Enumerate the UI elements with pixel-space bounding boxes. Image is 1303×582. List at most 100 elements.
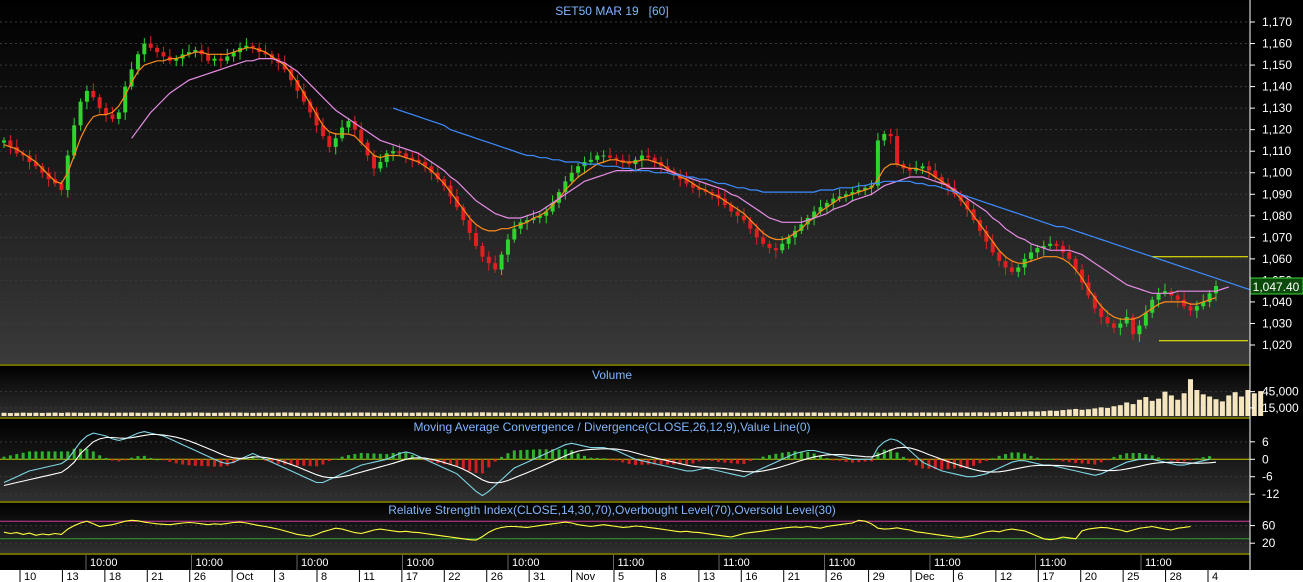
price-candle-body[interactable] — [97, 97, 102, 109]
price-candle-body[interactable] — [786, 237, 791, 244]
volume-bar[interactable] — [741, 412, 747, 416]
volume-bar[interactable] — [326, 412, 332, 416]
price-candle-body[interactable] — [33, 161, 38, 167]
price-candle-body[interactable] — [639, 155, 644, 160]
price-candle-body[interactable] — [646, 155, 651, 158]
volume-bar[interactable] — [154, 412, 160, 416]
volume-bar[interactable] — [658, 412, 664, 416]
volume-bar[interactable] — [830, 412, 836, 416]
volume-bar[interactable] — [409, 412, 415, 416]
price-candle-body[interactable] — [792, 230, 797, 238]
price-candle-body[interactable] — [289, 69, 294, 81]
price-candle-body[interactable] — [563, 181, 568, 193]
price-candle-body[interactable] — [14, 146, 19, 154]
volume-bar[interactable] — [613, 412, 619, 416]
volume-bar[interactable] — [1041, 411, 1047, 416]
volume-bar[interactable] — [90, 412, 96, 416]
price-candle-body[interactable] — [155, 47, 160, 53]
price-candle-body[interactable] — [971, 209, 976, 221]
volume-bar[interactable] — [231, 412, 237, 416]
price-candle-body[interactable] — [1054, 243, 1059, 246]
price-horizontal-lines[interactable] — [1152, 256, 1248, 342]
price-candle-body[interactable] — [684, 179, 689, 184]
volume-bar[interactable] — [939, 412, 945, 416]
volume-bar[interactable] — [735, 412, 741, 416]
volume-bar[interactable] — [14, 412, 20, 416]
price-candle-body[interactable] — [391, 151, 396, 154]
volume-bar[interactable] — [1034, 411, 1040, 416]
volume-bar[interactable] — [1207, 396, 1213, 416]
volume-bar[interactable] — [320, 412, 326, 416]
volume-bar[interactable] — [135, 412, 141, 416]
volume-bar[interactable] — [562, 412, 568, 416]
price-candle-body[interactable] — [652, 157, 657, 162]
price-candle-body[interactable] — [2, 140, 6, 143]
volume-bar[interactable] — [7, 413, 13, 416]
price-candle-body[interactable] — [295, 80, 300, 91]
price-candle-body[interactable] — [21, 153, 26, 156]
price-candle-body[interactable] — [1214, 285, 1218, 294]
price-candle-body[interactable] — [863, 187, 868, 190]
volume-bar[interactable] — [103, 412, 109, 416]
volume-bar[interactable] — [58, 412, 64, 416]
price-candle-body[interactable] — [1201, 301, 1206, 307]
volume-bar[interactable] — [818, 412, 824, 416]
volume-bar[interactable] — [365, 412, 371, 416]
price-candle-body[interactable] — [544, 211, 549, 216]
volume-bar[interactable] — [371, 412, 377, 416]
volume-bar[interactable] — [65, 412, 71, 416]
volume-bar[interactable] — [1105, 407, 1111, 416]
volume-bar[interactable] — [645, 412, 651, 416]
price-candle-body[interactable] — [1029, 252, 1034, 259]
volume-bar[interactable] — [722, 412, 728, 416]
volume-bar[interactable] — [581, 412, 587, 416]
volume-bar[interactable] — [607, 412, 613, 416]
volume-bar[interactable] — [766, 412, 772, 416]
volume-bar[interactable] — [703, 412, 709, 416]
volume-bar[interactable] — [1245, 390, 1251, 416]
price-candle-body[interactable] — [531, 217, 536, 221]
price-candle-body[interactable] — [442, 179, 447, 186]
price-candle-body[interactable] — [1073, 258, 1078, 270]
price-candle-body[interactable] — [1188, 306, 1193, 311]
volume-bar[interactable] — [97, 412, 103, 416]
price-candle-body[interactable] — [480, 245, 485, 257]
volume-bar[interactable] — [492, 412, 498, 416]
volume-bar[interactable] — [1143, 397, 1149, 416]
volume-bar[interactable] — [875, 412, 881, 416]
price-candle-body[interactable] — [767, 243, 772, 249]
volume-bar[interactable] — [1194, 390, 1200, 416]
volume-bar[interactable] — [1002, 411, 1008, 416]
volume-bar[interactable] — [180, 412, 186, 416]
volume-bar[interactable] — [843, 412, 849, 416]
volume-bar[interactable] — [345, 412, 351, 416]
volume-bar[interactable] — [1232, 392, 1238, 416]
volume-bar[interactable] — [1098, 407, 1104, 416]
price-candle-body[interactable] — [59, 183, 64, 190]
price-candle-body[interactable] — [595, 155, 600, 160]
price-candle-body[interactable] — [512, 228, 517, 240]
volume-bar[interactable] — [416, 412, 422, 416]
volume-bar[interactable] — [454, 412, 460, 416]
volume-bar[interactable] — [1079, 409, 1085, 416]
volume-bar[interactable] — [1181, 393, 1187, 416]
volume-bar[interactable] — [786, 412, 792, 416]
price-candle-body[interactable] — [397, 151, 402, 154]
volume-bar[interactable] — [550, 412, 556, 416]
price-candle-body[interactable] — [423, 161, 428, 167]
volume-bar[interactable] — [913, 412, 919, 416]
price-candle-body[interactable] — [1105, 317, 1110, 324]
price-candle-body[interactable] — [537, 215, 542, 218]
price-candle-body[interactable] — [812, 211, 817, 218]
price-candle-body[interactable] — [748, 220, 753, 229]
volume-bar[interactable] — [920, 412, 926, 416]
volume-bar[interactable] — [148, 412, 154, 416]
volume-bar[interactable] — [307, 412, 313, 416]
volume-bar[interactable] — [250, 412, 256, 416]
volume-bar[interactable] — [192, 412, 198, 416]
volume-bar[interactable] — [620, 412, 626, 416]
volume-bar[interactable] — [1175, 399, 1181, 416]
volume-bar[interactable] — [448, 412, 454, 416]
volume-bar[interactable] — [173, 412, 179, 416]
volume-bar[interactable] — [958, 412, 964, 416]
